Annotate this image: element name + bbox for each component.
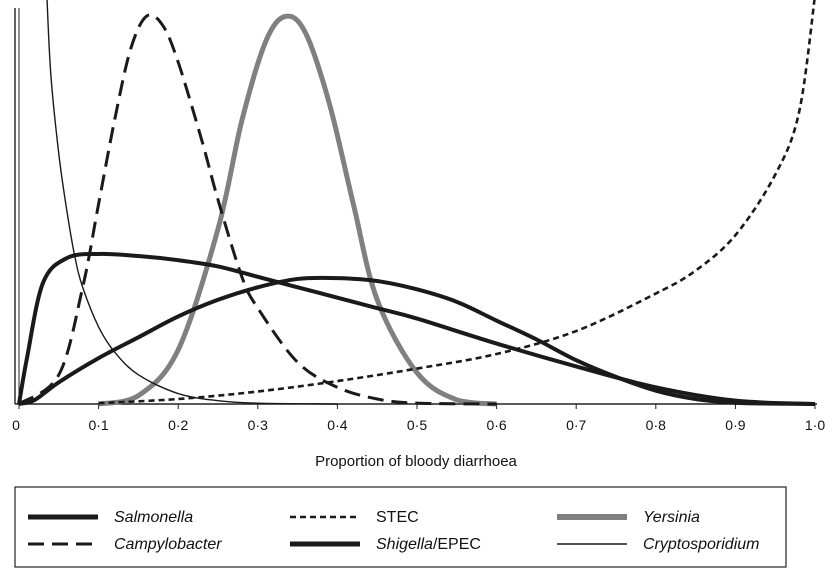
series-line-shigella-epec [17, 251, 816, 406]
x-tick-label: 0·7 [566, 417, 586, 433]
legend-items: Salmonella STEC Yersinia Campylobacter Shige… [28, 509, 759, 553]
legend-box [14, 486, 787, 568]
x-tick-label: 0 [12, 417, 20, 433]
x-tick-label: 0·6 [486, 417, 506, 433]
x-tick-label: 0·2 [168, 417, 188, 433]
x-tick-label: 0·4 [327, 417, 347, 433]
x-ticks: 0 0·1 0·2 0·3 0·4 0·5 0·6 0·7 0·8 0·9 1·0 [12, 404, 825, 433]
legend-label: Cryptosporidium [643, 536, 759, 553]
x-tick-label: 0·8 [646, 417, 666, 433]
legend-item-cryptosporidium: Cryptosporidium [557, 536, 759, 553]
legend: Salmonella STEC Yersinia Campylobacter Shige… [14, 486, 787, 568]
series-line-salmonella [18, 275, 816, 406]
legend-item-campylobacter: Campylobacter [28, 536, 222, 553]
series-line-stec [98, 0, 816, 405]
series-line-cryptosporidium [46, 0, 338, 405]
x-tick-label: 0·5 [407, 417, 427, 433]
legend-item-salmonella: Salmonella [28, 509, 193, 526]
legend-item-stec: STEC [290, 509, 419, 526]
legend-label: STEC [376, 509, 419, 526]
series-line-campylobacter [18, 13, 497, 406]
legend-item-shigella-epec: Shigella/EPEC [290, 536, 481, 553]
x-tick-label: 1·0 [805, 417, 825, 433]
series-layer [17, 0, 816, 407]
axes [14, 8, 817, 405]
x-axis-title: Proportion of bloody diarrhoea [315, 453, 517, 470]
legend-label: Yersinia [643, 509, 700, 526]
x-tick-label: 0·3 [248, 417, 268, 433]
series-line-yersinia [98, 13, 497, 407]
legend-label: Salmonella [114, 509, 193, 526]
x-tick-label: 0·9 [725, 417, 745, 433]
legend-label: Campylobacter [114, 536, 222, 553]
legend-label: Shigella/EPEC [376, 536, 481, 553]
legend-item-yersinia: Yersinia [557, 509, 700, 526]
x-tick-label: 0·1 [88, 417, 108, 433]
